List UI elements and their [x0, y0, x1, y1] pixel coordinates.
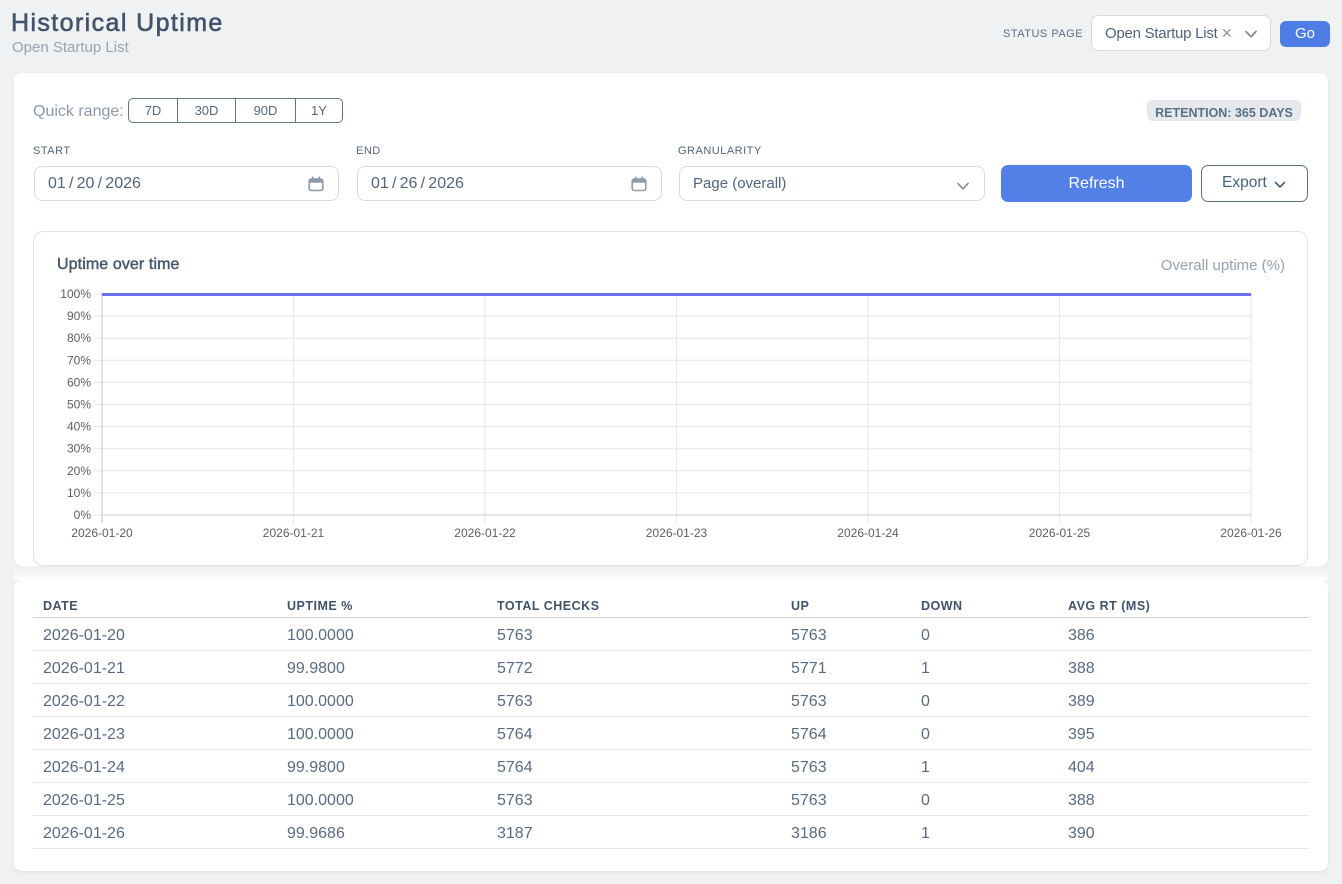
svg-text:70%: 70%: [67, 353, 91, 367]
svg-text:2026-01-22: 2026-01-22: [454, 526, 516, 540]
svg-text:20%: 20%: [67, 464, 91, 478]
svg-text:0%: 0%: [74, 508, 92, 522]
svg-text:2026-01-20: 2026-01-20: [71, 526, 133, 540]
svg-text:2026-01-21: 2026-01-21: [263, 526, 325, 540]
svg-text:90%: 90%: [67, 309, 91, 323]
svg-text:100%: 100%: [60, 287, 91, 301]
svg-text:2026-01-23: 2026-01-23: [646, 526, 708, 540]
svg-text:50%: 50%: [67, 398, 91, 412]
svg-text:30%: 30%: [67, 442, 91, 456]
svg-text:80%: 80%: [67, 331, 91, 345]
svg-text:2026-01-26: 2026-01-26: [1220, 526, 1282, 540]
svg-text:2026-01-25: 2026-01-25: [1029, 526, 1091, 540]
svg-text:60%: 60%: [67, 375, 91, 389]
svg-text:10%: 10%: [67, 486, 91, 500]
svg-text:40%: 40%: [67, 420, 91, 434]
svg-text:2026-01-24: 2026-01-24: [837, 526, 899, 540]
